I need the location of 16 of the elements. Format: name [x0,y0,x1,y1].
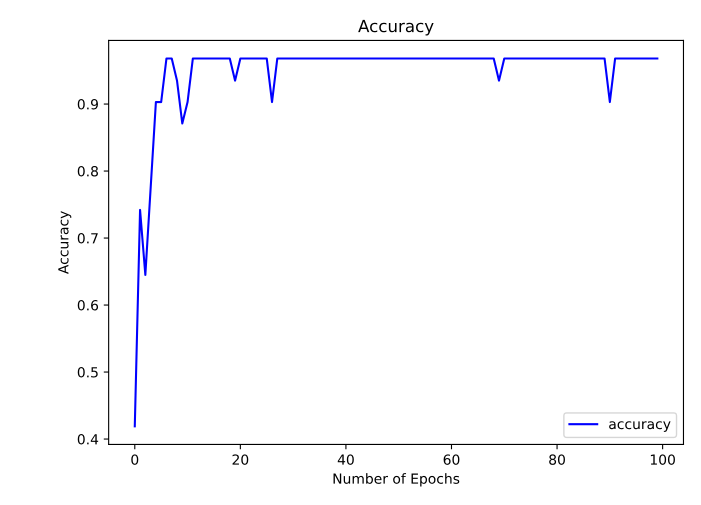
y-tick-label: 0.7 [78,233,98,244]
chart-title: Accuracy [358,20,434,36]
x-tick-label: 100 [650,454,675,465]
y-tick-label: 0.5 [78,367,98,378]
y-tick-label: 0.8 [78,166,98,177]
legend-label: accuracy [609,421,671,432]
y-axis-title: Accuracy [58,211,72,274]
y-tick-label: 0.9 [78,99,98,110]
y-tick-label: 0.6 [78,300,98,311]
x-tick-label: 40 [338,454,354,465]
x-tick-label: 60 [444,454,460,465]
x-tick-label: 80 [549,454,565,465]
x-axis-title: Number of Epochs [334,473,460,487]
x-tick-label: 20 [232,454,248,465]
y-tick-label: 0.4 [78,434,98,445]
x-tick-label: 0 [131,454,138,465]
